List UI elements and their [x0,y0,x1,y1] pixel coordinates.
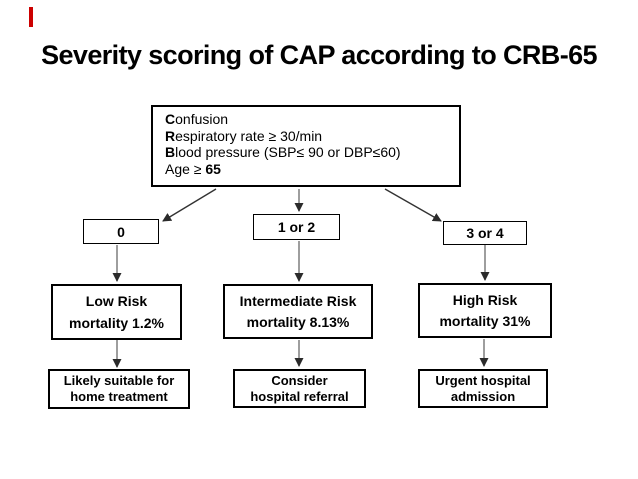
risk-box-low: Low Risk mortality 1.2% [51,284,182,340]
risk-mortality: mortality 31% [439,313,531,329]
score-box-1-or-2: 1 or 2 [253,214,340,240]
arrow-criteria-to-score0 [162,188,217,222]
criteria-line-confusion: Confusion [165,111,459,128]
criteria-line-blood-pressure: Blood pressure (SBP≤ 90 or DBP≤60) [165,144,459,161]
criteria-line-text: espiratory rate ≥ 30/min [175,127,323,144]
risk-mortality: mortality 8.13% [246,314,350,330]
score-label: 1 or 2 [277,219,316,235]
advice-line: Consider [271,372,328,388]
criteria-line-age: Age ≥ 65 [165,161,459,178]
score-label: 3 or 4 [466,225,504,241]
advice-line: admission [450,388,516,404]
risk-box-intermediate: Intermediate Risk mortality 8.13% [223,284,373,339]
advice-box-urgent-admission: Urgent hospital admission [418,369,548,408]
score-label: 0 [117,223,125,240]
risk-mortality: mortality 1.2% [69,315,164,331]
risk-title: High Risk [452,292,518,308]
advice-box-hospital-referral: Consider hospital referral [233,369,366,408]
risk-box-high: High Risk mortality 31% [418,283,552,338]
criteria-bold-letter: B [165,144,176,160]
advice-line: hospital referral [250,388,349,404]
advice-line: Urgent hospital [435,372,531,388]
advice-box-home-treatment: Likely suitable for home treatment [48,369,190,409]
criteria-line-text: lood pressure (SBP≤ 90 or DBP≤60) [175,144,401,160]
criteria-bold-value: 65 [205,160,221,177]
score-box-0: 0 [83,219,159,244]
criteria-bold-letter: C [165,111,176,127]
criteria-bold-letter: R [165,127,176,144]
criteria-line-respiratory: Respiratory rate ≥ 30/min [165,128,459,145]
arrow-criteria-to-score2 [384,188,442,222]
criteria-line-text: onfusion [175,111,229,127]
criteria-line-text: Age ≥ [165,160,206,177]
page-title: Severity scoring of CAP according to CRB… [41,40,597,70]
advice-line: home treatment [70,389,168,404]
advice-line: Likely suitable for [63,373,175,388]
score-box-3-or-4: 3 or 4 [443,221,527,245]
accent-mark [29,7,33,27]
risk-title: Intermediate Risk [239,293,357,309]
risk-title: Low Risk [85,293,148,309]
criteria-box: Confusion Respiratory rate ≥ 30/min Bloo… [151,105,461,187]
